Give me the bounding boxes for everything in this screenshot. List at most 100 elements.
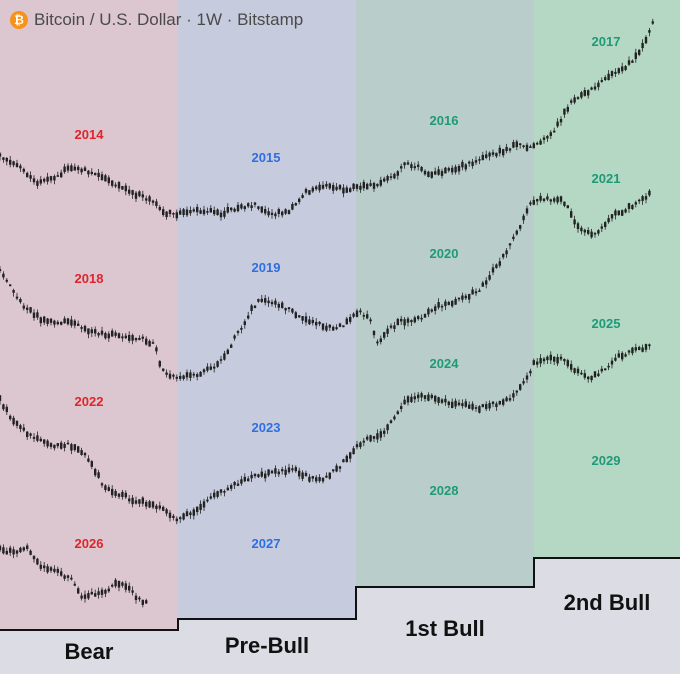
- candle-body-1-100: [338, 323, 342, 327]
- candle-body-0-12: [39, 179, 42, 184]
- candle-body-1-2: [5, 279, 8, 282]
- candle-body-2-189: [641, 347, 644, 352]
- candle-body-1-179: [607, 218, 610, 223]
- candle-body-1-153: [519, 225, 522, 229]
- candle-body-1-94: [318, 321, 321, 325]
- candle-body-1-57: [192, 373, 195, 376]
- candle-body-0-123: [417, 164, 420, 167]
- candle-body-2-19: [63, 443, 66, 448]
- candle-body-2-164: [556, 357, 559, 364]
- candle-body-2-173: [587, 376, 590, 380]
- candle-body-1-145: [491, 267, 495, 273]
- candle-body-1-86: [291, 308, 294, 313]
- candle-body-0-129: [437, 169, 440, 175]
- candle-body-2-188: [638, 346, 641, 351]
- year-label-2028: 2028: [430, 483, 459, 498]
- candle-body-0-6: [19, 165, 22, 169]
- candle-body-1-1: [2, 273, 5, 278]
- candle-body-2-176: [597, 373, 600, 377]
- candle-body-3-20: [66, 575, 70, 578]
- candle-body-1-156: [529, 202, 532, 205]
- candle-body-0-135: [457, 165, 461, 172]
- candle-body-2-128: [434, 395, 437, 402]
- candle-body-2-96: [325, 475, 328, 478]
- candle-body-1-22: [73, 320, 76, 326]
- candle-body-1-161: [546, 196, 549, 200]
- candle-body-2-159: [539, 357, 542, 364]
- candle-body-2-175: [593, 371, 597, 378]
- candle-body-0-108: [366, 183, 369, 190]
- candle-body-0-128: [434, 171, 437, 175]
- candle-body-2-102: [345, 455, 348, 462]
- candle-body-1-9: [29, 307, 32, 313]
- candle-body-2-16: [53, 444, 56, 449]
- candle-body-0-33: [111, 180, 114, 186]
- candle-body-1-109: [369, 319, 372, 322]
- candle-body-0-172: [583, 90, 586, 96]
- candle-body-2-129: [437, 397, 440, 403]
- candle-body-2-68: [230, 485, 233, 489]
- candle-body-0-141: [478, 159, 481, 161]
- candle-body-0-25: [83, 167, 87, 171]
- candle-body-2-8: [26, 431, 29, 438]
- candle-body-0-56: [189, 209, 192, 214]
- candle-body-2-10: [32, 436, 36, 439]
- candle-body-1-13: [43, 316, 46, 323]
- candle-body-2-33: [111, 488, 114, 496]
- candle-body-0-122: [413, 166, 416, 169]
- candle-body-1-159: [539, 195, 542, 201]
- candle-body-0-90: [304, 188, 308, 193]
- candle-body-1-189: [641, 196, 644, 201]
- candle-body-1-120: [406, 318, 410, 323]
- candle-body-3-4: [12, 549, 15, 555]
- candle-body-2-138: [468, 404, 471, 409]
- candle-body-2-75: [253, 473, 257, 477]
- candle-body-2-150: [508, 398, 512, 401]
- candle-body-1-148: [502, 254, 505, 258]
- candle-body-1-102: [345, 318, 348, 325]
- candle-body-3-17: [56, 568, 59, 573]
- candle-body-0-180: [610, 71, 614, 77]
- candle-body-0-132: [447, 168, 450, 171]
- candle-body-0-53: [179, 210, 182, 215]
- candle-body-0-30: [100, 174, 104, 180]
- candle-body-0-59: [199, 210, 202, 214]
- candle-body-2-54: [182, 513, 185, 520]
- candle-body-1-181: [614, 210, 617, 216]
- candle-body-3-36: [121, 582, 124, 586]
- candle-body-0-46: [155, 201, 158, 206]
- candle-body-1-136: [461, 295, 464, 300]
- candle-body-0-143: [485, 154, 488, 158]
- candle-body-2-41: [138, 499, 141, 504]
- year-label-2026: 2026: [75, 536, 104, 551]
- candle-body-1-25: [83, 325, 87, 332]
- candle-body-0-39: [131, 190, 134, 195]
- candle-body-1-72: [243, 321, 246, 325]
- candle-body-2-84: [284, 469, 287, 475]
- candle-body-0-137: [464, 164, 467, 170]
- candle-body-2-147: [498, 401, 501, 405]
- candle-body-1-173: [587, 230, 590, 234]
- candle-body-0-62: [209, 208, 212, 213]
- candle-body-1-99: [335, 327, 338, 330]
- candle-body-0-93: [315, 186, 318, 190]
- candle-body-0-136: [461, 161, 464, 168]
- candle-body-2-93: [315, 477, 318, 482]
- candle-body-3-40: [134, 595, 138, 600]
- year-label-2020: 2020: [430, 246, 459, 261]
- candle-body-3-13: [43, 565, 46, 569]
- candle-body-0-29: [97, 172, 100, 178]
- candle-body-1-117: [396, 319, 399, 326]
- candle-body-3-37: [124, 583, 127, 590]
- candle-body-1-69: [233, 335, 236, 339]
- candle-body-0-14: [46, 176, 49, 182]
- candle-body-3-26: [87, 593, 90, 599]
- candle-body-1-97: [328, 324, 331, 328]
- candle-body-1-113: [383, 332, 386, 338]
- candle-body-1-5: [15, 296, 19, 299]
- candle-body-2-108: [366, 436, 369, 440]
- year-label-2029: 2029: [592, 453, 621, 468]
- candle-body-1-184: [624, 209, 627, 213]
- candle-body-2-153: [519, 384, 522, 390]
- year-label-2021: 2021: [592, 171, 621, 186]
